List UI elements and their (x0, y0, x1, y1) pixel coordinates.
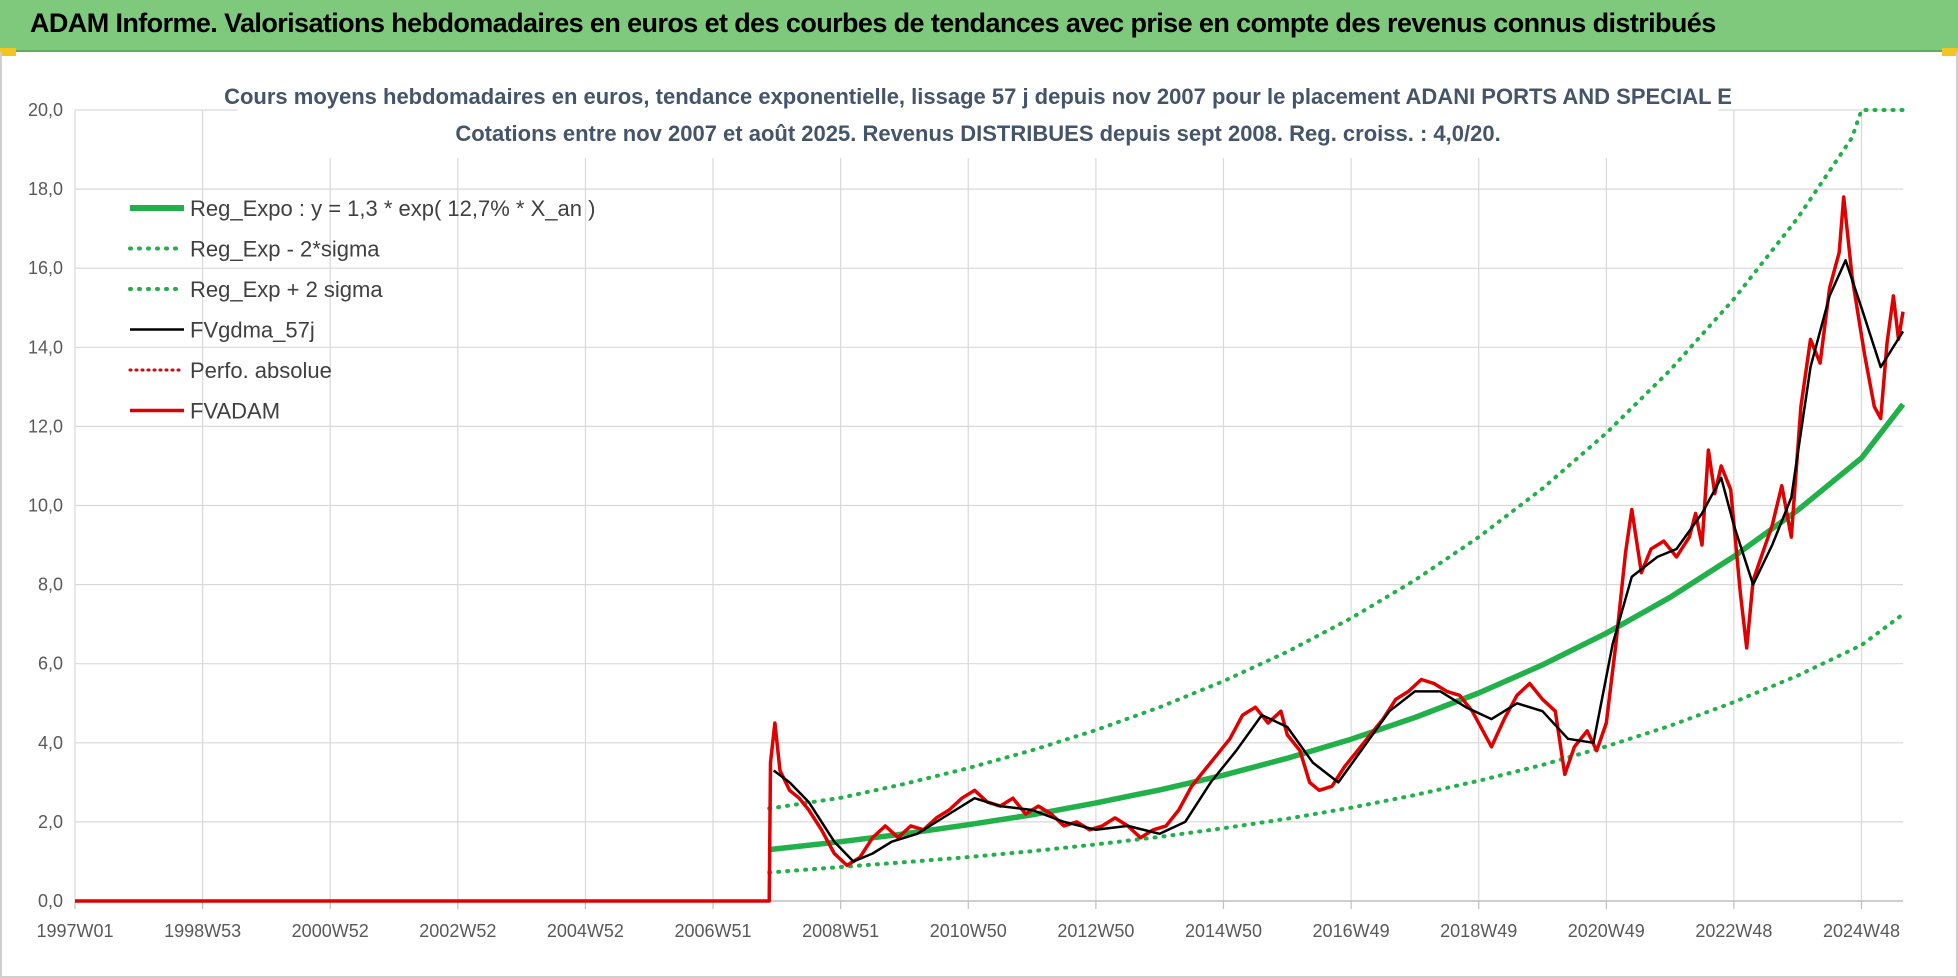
y-tick-label: 12,0 (28, 416, 63, 436)
x-tick-label: 2020W49 (1568, 921, 1645, 941)
y-tick-label: 4,0 (38, 733, 63, 753)
chart-title-line-2: Cotations entre nov 2007 et août 2025. R… (455, 121, 1500, 146)
y-tick-label: 16,0 (28, 258, 63, 278)
chart-gridlines (74, 109, 1903, 909)
corner-mark-right (1942, 48, 1958, 56)
x-tick-label: 2008W51 (802, 921, 879, 941)
y-tick-label: 14,0 (28, 337, 63, 357)
series-line-fvadam (75, 195, 1905, 903)
chart-frame (0, 52, 1958, 978)
y-tick-label: 0,0 (38, 891, 63, 911)
chart-title-line-1: Cours moyens hebdomadaires en euros, ten… (224, 84, 1732, 109)
series-line-high (767, 108, 1905, 811)
legend-label-high: Reg_Exp + 2 sigma (190, 277, 383, 302)
y-axis: 0,0 2,0 4,0 6,0 8,0 10,0 12,0 14,0 16,0 18,0 20,0 (28, 100, 63, 911)
legend-label-gdma: FVgdma_57j (190, 318, 315, 343)
x-tick-label: 1997W01 (36, 921, 113, 941)
legend-label-fvadam: FVADAM (190, 399, 280, 424)
legend-label-reg: Reg_Expo : y = 1,3 * exp( 12,7% * X_an ) (190, 196, 595, 221)
report-banner: ADAM Informe. Valorisations hebdomadaire… (0, 0, 1958, 52)
chart-legend: Reg_Expo : y = 1,3 * exp( 12,7% * X_an )… (128, 196, 595, 424)
legend-label-perfo: Perfo. absolue (190, 358, 332, 383)
x-tick-label: 2000W52 (292, 921, 369, 941)
report-title: ADAM Informe. Valorisations hebdomadaire… (30, 8, 1716, 38)
x-tick-label: 2024W48 (1823, 921, 1900, 941)
x-axis: 1997W01 1998W53 2000W52 2002W52 2004W52 2006W… (36, 921, 1900, 941)
x-tick-label: 2010W50 (930, 921, 1007, 941)
y-tick-label: 10,0 (28, 496, 63, 516)
x-tick-label: 2004W52 (547, 921, 624, 941)
chart-series (75, 108, 1906, 903)
y-tick-label: 8,0 (38, 575, 63, 595)
legend-label-low: Reg_Exp - 2*sigma (190, 237, 380, 262)
y-tick-label: 2,0 (38, 812, 63, 832)
x-tick-label: 2012W50 (1057, 921, 1134, 941)
series-line-gdma (772, 259, 1905, 863)
series-line-reg (768, 402, 1906, 853)
y-tick-label: 18,0 (28, 179, 63, 199)
series-line-low (767, 612, 1905, 875)
x-tick-label: 2014W50 (1185, 921, 1262, 941)
x-tick-label: 2022W48 (1695, 921, 1772, 941)
x-tick-label: 2018W49 (1440, 921, 1517, 941)
x-tick-label: 2006W51 (675, 921, 752, 941)
x-tick-label: 2002W52 (419, 921, 496, 941)
y-tick-label: 6,0 (38, 654, 63, 674)
x-tick-label: 2016W49 (1313, 921, 1390, 941)
x-tick-label: 1998W53 (164, 921, 241, 941)
chart-title-background (238, 86, 1718, 158)
corner-mark-left (0, 48, 16, 56)
y-tick-label: 20,0 (28, 100, 63, 120)
